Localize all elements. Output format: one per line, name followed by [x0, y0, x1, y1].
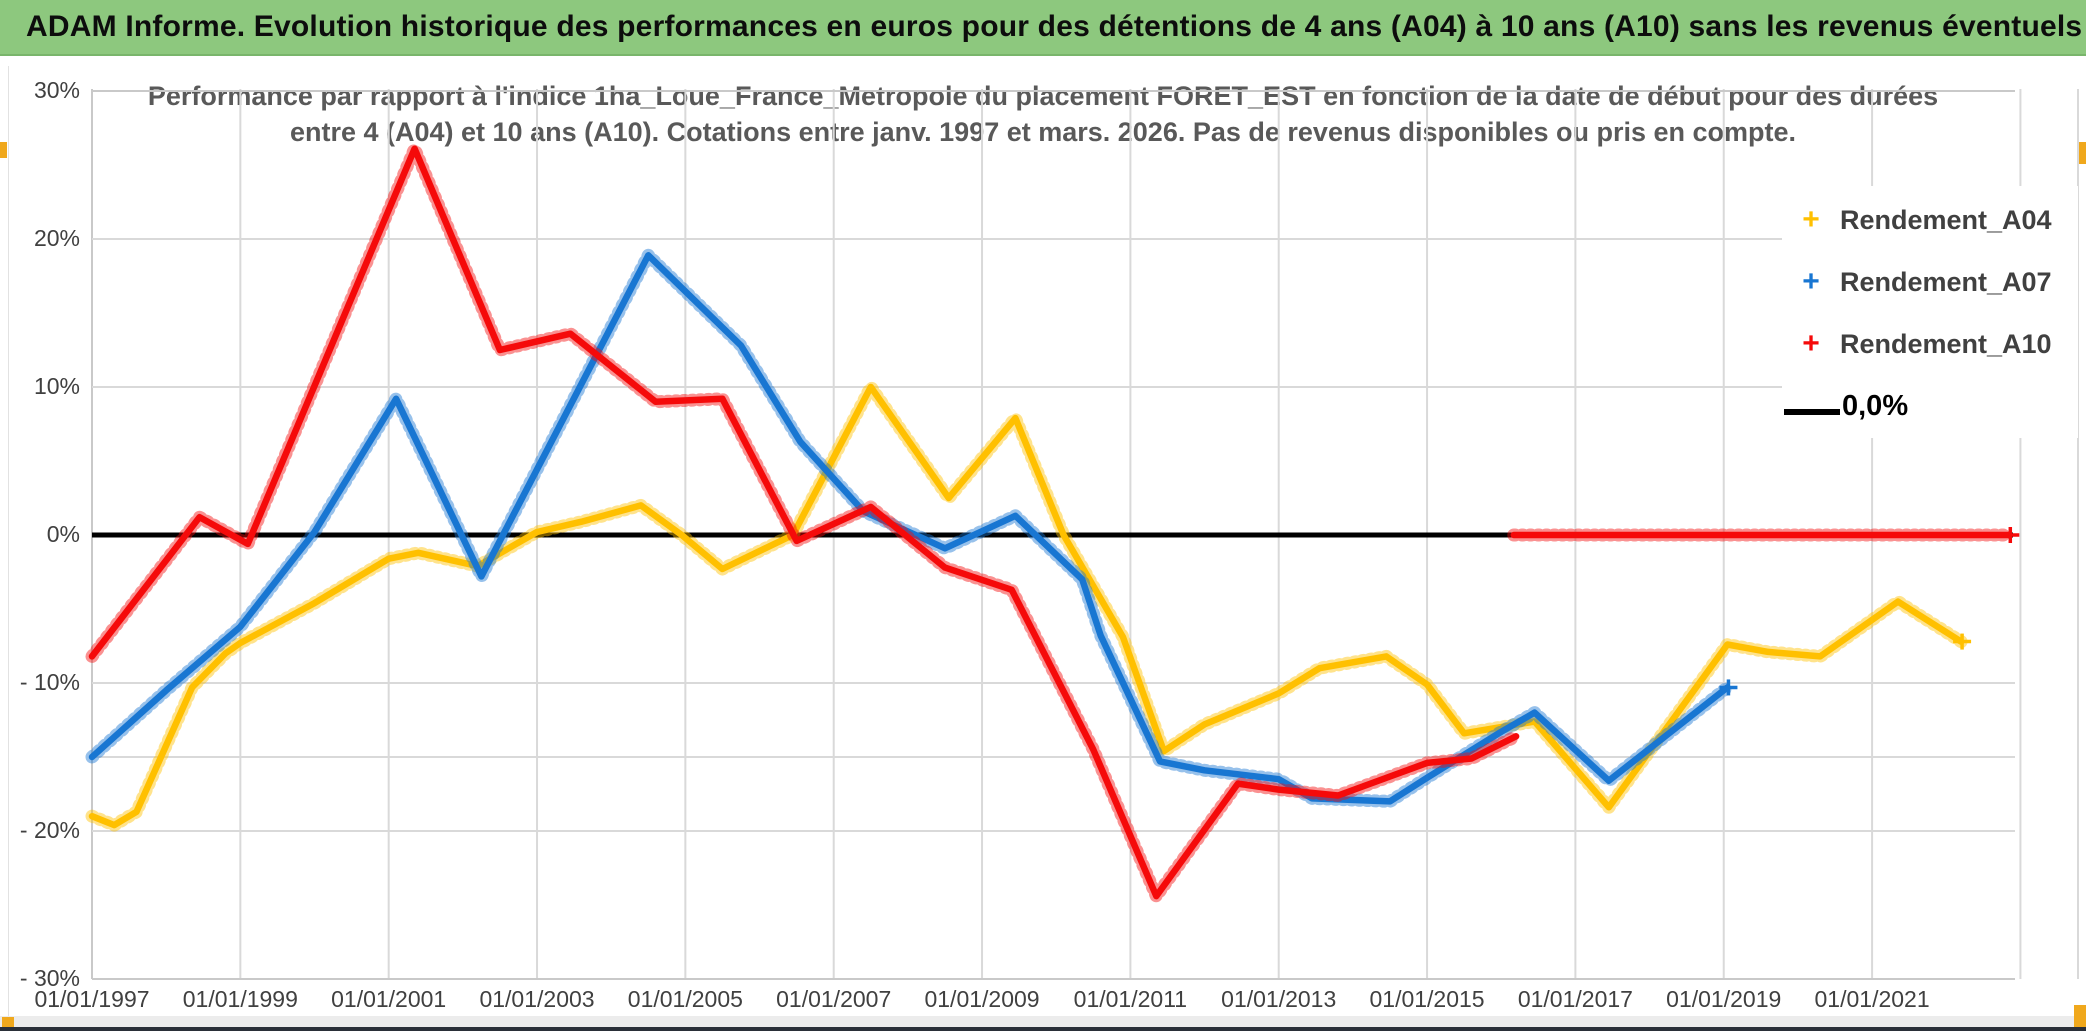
x-tick-label: 01/01/2005	[627, 986, 743, 1012]
y-tick-label: - 20%	[19, 817, 80, 843]
legend-item-rendement-a07: + Rendement_A07	[1782, 260, 2078, 304]
x-tick-label: 01/01/1999	[182, 986, 298, 1012]
series-rendement-a10	[88, 145, 1520, 900]
window-bottom-edge	[0, 1027, 2086, 1031]
edge-accent-bottom-right	[2074, 1005, 2086, 1027]
window-bottom-strip	[0, 1016, 2086, 1027]
edge-accent-bottom-left	[2, 1017, 14, 1027]
y-tick-label: 0%	[46, 521, 80, 547]
legend-item-label: 0,0%	[1842, 389, 1909, 422]
series-rendement-a07	[88, 252, 1731, 805]
legend-item-label: Rendement_A04	[1840, 204, 2052, 235]
y-tick-label: 30%	[33, 77, 80, 103]
legend-item-rendement-a04: + Rendement_A04	[1782, 198, 2078, 242]
legend-item-label: Rendement_A07	[1840, 266, 2052, 297]
y-tick-label: 20%	[33, 225, 80, 251]
y-tick-label: - 30%	[19, 965, 80, 991]
x-tick-label: 01/01/2009	[924, 986, 1040, 1012]
x-tick-label: 01/01/2019	[1666, 986, 1782, 1012]
edge-accent-left	[0, 142, 7, 158]
series-rendement-a04	[88, 383, 1965, 829]
legend-zero-line-swatch	[1783, 409, 1840, 415]
legend-item-0-0-: 0,0%	[1782, 384, 2078, 428]
legend-marker-icon: +	[1802, 327, 1820, 360]
legend-item-rendement-a10: + Rendement_A10	[1782, 322, 2078, 366]
x-tick-label: 01/01/2017	[1517, 986, 1633, 1012]
edge-accent-right	[2079, 142, 2086, 164]
page-title: ADAM Informe. Evolution historique des p…	[26, 10, 2083, 43]
y-tick-label: 10%	[33, 373, 80, 399]
x-tick-label: 01/01/2021	[1814, 986, 1930, 1012]
x-tick-label: 01/01/2007	[776, 986, 892, 1012]
chart-object-border	[8, 66, 9, 1016]
legend-marker-icon	[1782, 391, 1840, 421]
legend-marker-icon: +	[1802, 265, 1820, 298]
legend-item-label: Rendement_A10	[1840, 328, 2052, 359]
x-tick-label: 01/01/2013	[1221, 986, 1337, 1012]
chart-legend: + Rendement_A04 + Rendement_A07 + Rendement_A…	[1782, 186, 2078, 438]
x-tick-label: 01/01/2001	[331, 986, 447, 1012]
x-tick-label: 01/01/1997	[34, 986, 150, 1012]
y-tick-label: - 10%	[19, 669, 80, 695]
x-tick-label: 01/01/2003	[479, 986, 595, 1012]
legend-marker-icon: +	[1802, 203, 1820, 236]
x-tick-label: 01/01/2011	[1073, 986, 1188, 1012]
x-tick-label: 01/01/2015	[1369, 986, 1485, 1012]
title-bar: ADAM Informe. Evolution historique des p…	[0, 0, 2086, 56]
